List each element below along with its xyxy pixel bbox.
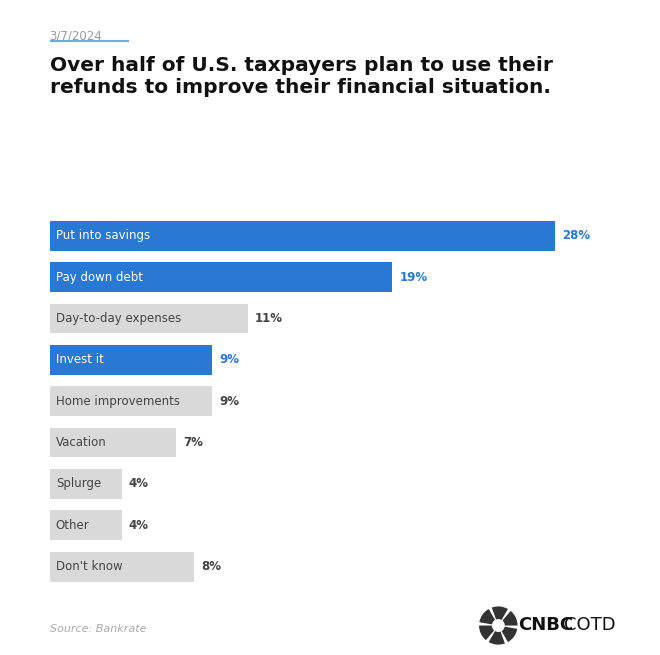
Bar — [50, 428, 176, 457]
Text: 4%: 4% — [129, 519, 149, 532]
Bar — [50, 552, 194, 582]
Text: Other: Other — [56, 519, 90, 532]
Text: 8%: 8% — [201, 560, 221, 573]
Text: 7%: 7% — [183, 436, 203, 449]
Text: 3/7/2024: 3/7/2024 — [50, 29, 102, 43]
Bar — [50, 510, 121, 540]
Text: Vacation: Vacation — [56, 436, 106, 449]
Bar — [50, 262, 392, 292]
Text: Invest it: Invest it — [56, 353, 104, 366]
Text: Day-to-day expenses: Day-to-day expenses — [56, 312, 181, 325]
Text: Source: Bankrate: Source: Bankrate — [50, 624, 146, 634]
Bar — [50, 303, 248, 333]
Text: 9%: 9% — [219, 353, 239, 366]
Text: 4%: 4% — [129, 477, 149, 491]
Circle shape — [492, 620, 504, 631]
Text: Over half of U.S. taxpayers plan to use their
refunds to improve their financial: Over half of U.S. taxpayers plan to use … — [50, 56, 552, 98]
Text: COTD: COTD — [564, 616, 616, 634]
Bar — [50, 386, 212, 416]
Bar — [50, 221, 554, 251]
Text: 11%: 11% — [255, 312, 283, 325]
Text: 9%: 9% — [219, 395, 239, 407]
Text: Home improvements: Home improvements — [56, 395, 180, 407]
Wedge shape — [492, 607, 508, 626]
Wedge shape — [479, 609, 498, 626]
Wedge shape — [488, 626, 505, 645]
Text: Don't know: Don't know — [56, 560, 123, 573]
Bar — [50, 345, 212, 375]
Wedge shape — [498, 626, 517, 642]
Text: Put into savings: Put into savings — [56, 229, 150, 242]
Wedge shape — [479, 626, 498, 640]
Text: Splurge: Splurge — [56, 477, 101, 491]
Text: 28%: 28% — [562, 229, 590, 242]
Text: Pay down debt: Pay down debt — [56, 271, 143, 284]
Wedge shape — [498, 611, 517, 626]
Text: 19%: 19% — [399, 271, 428, 284]
Text: CNBC: CNBC — [518, 616, 574, 634]
Bar — [50, 469, 121, 499]
